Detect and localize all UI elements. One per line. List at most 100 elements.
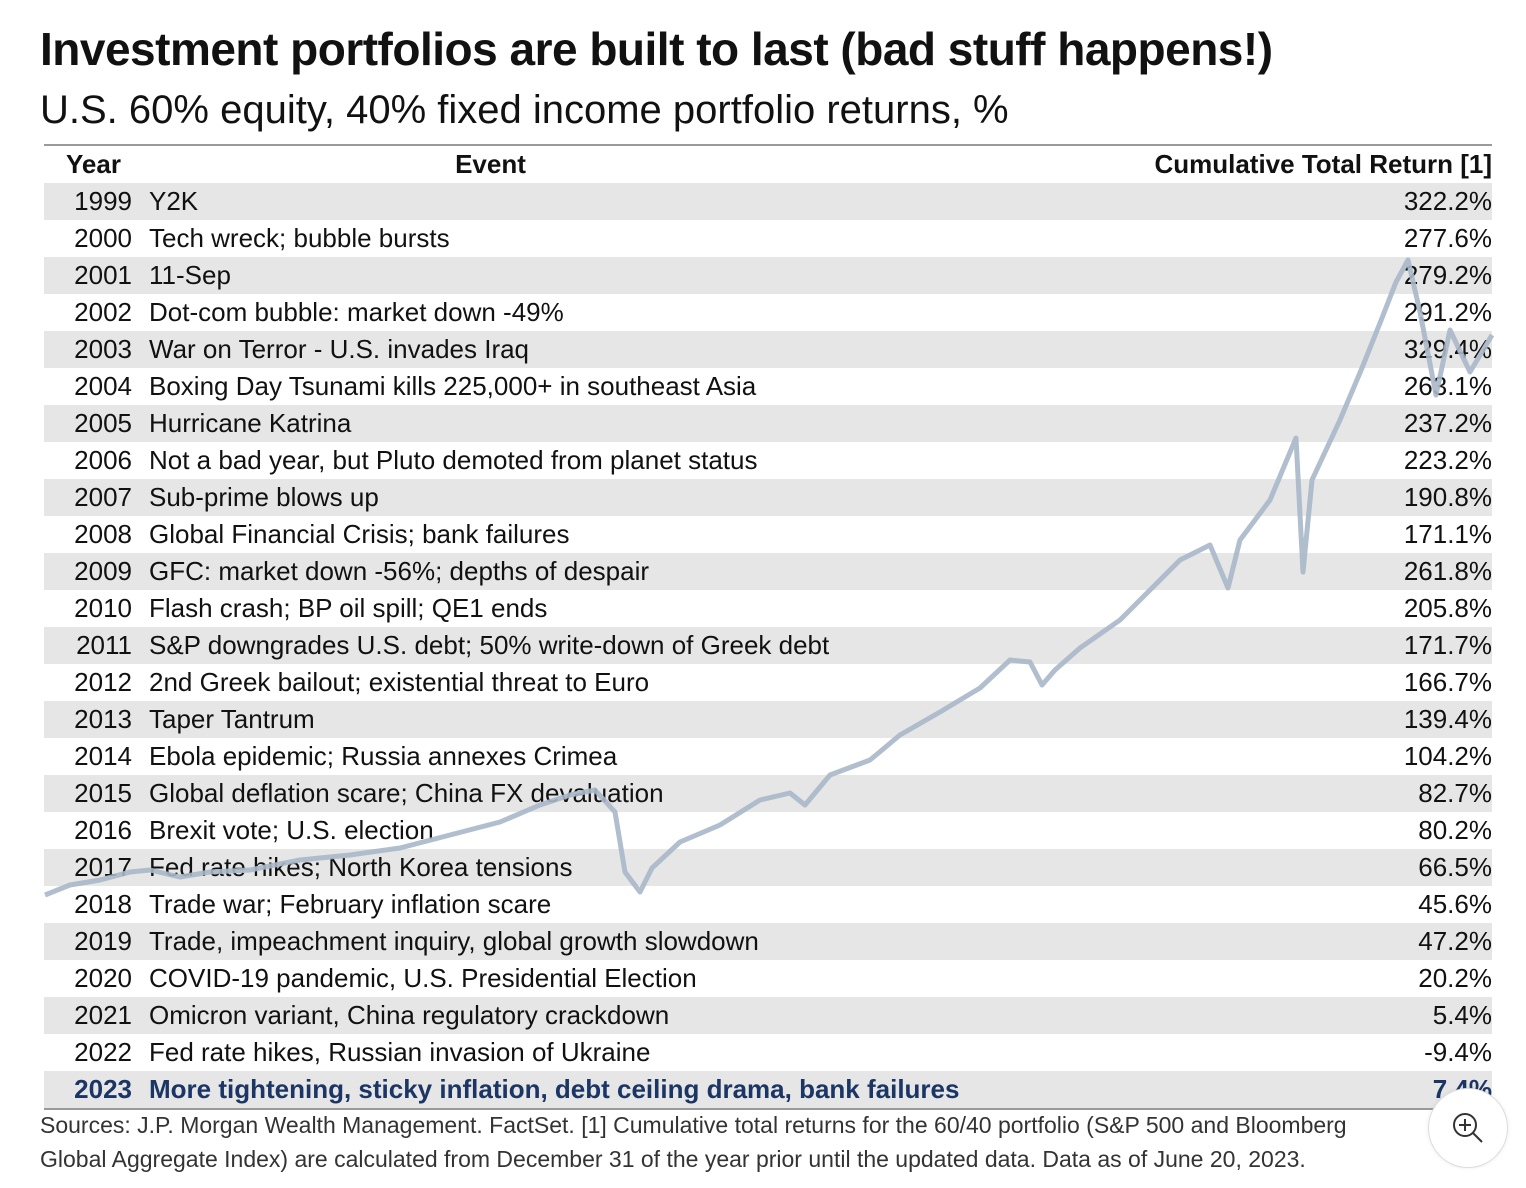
table-row: 2013 Taper Tantrum 139.4% bbox=[44, 701, 1492, 738]
year-cell: 2019 bbox=[74, 926, 132, 956]
year-cell: 2008 bbox=[74, 519, 132, 549]
year-cell: 2004 bbox=[74, 371, 132, 401]
return-cell: 329.4% bbox=[1403, 334, 1492, 364]
return-cell: 5.4% bbox=[1432, 1000, 1492, 1030]
year-cell: 2005 bbox=[74, 408, 132, 438]
return-cell: 291.2% bbox=[1403, 297, 1492, 327]
event-cell: Not a bad year, but Pluto demoted from p… bbox=[149, 445, 758, 475]
table-row: 2022 Fed rate hikes, Russian invasion of … bbox=[44, 1034, 1492, 1071]
table-header: Year Event Cumulative Total Return [1] bbox=[44, 146, 1492, 183]
table-row: 2003 War on Terror - U.S. invades Iraq 329… bbox=[44, 331, 1492, 368]
event-cell: Fed rate hikes, Russian invasion of Ukra… bbox=[149, 1037, 651, 1067]
table-row: 2007 Sub-prime blows up 190.8% bbox=[44, 479, 1492, 516]
table-row: 2008 Global Financial Crisis; bank failur… bbox=[44, 516, 1492, 553]
footnote: Sources: J.P. Morgan Wealth Management. … bbox=[40, 1108, 1430, 1176]
return-cell: 166.7% bbox=[1403, 667, 1492, 697]
event-cell: Hurricane Katrina bbox=[149, 408, 352, 438]
year-cell: 2006 bbox=[74, 445, 132, 475]
event-cell: Dot-com bubble: market down -49% bbox=[149, 297, 564, 327]
zoom-button[interactable] bbox=[1428, 1088, 1508, 1168]
header-return: Cumulative Total Return [1] bbox=[1154, 149, 1492, 179]
chart-title: Investment portfolios are built to last … bbox=[40, 23, 1273, 75]
events-table: Year Event Cumulative Total Return [1] 1… bbox=[44, 144, 1492, 1110]
event-cell: More tightening, sticky inflation, debt … bbox=[149, 1074, 960, 1104]
table-row: 2019 Trade, impeachment inquiry, global g… bbox=[44, 923, 1492, 960]
table-row: 2001 11-Sep 279.2% bbox=[44, 257, 1492, 294]
year-cell: 2020 bbox=[74, 963, 132, 993]
table-row: 2011 S&P downgrades U.S. debt; 50% write-… bbox=[44, 627, 1492, 664]
table-row: 2006 Not a bad year, but Pluto demoted fr… bbox=[44, 442, 1492, 479]
table-row: 2005 Hurricane Katrina 237.2% bbox=[44, 405, 1492, 442]
table-row: 2017 Fed rate hikes; North Korea tensions… bbox=[44, 849, 1492, 886]
year-cell: 2017 bbox=[74, 852, 132, 882]
table-row: 2021 Omicron variant, China regulatory cr… bbox=[44, 997, 1492, 1034]
return-cell: 82.7% bbox=[1418, 778, 1492, 808]
year-cell: 2003 bbox=[74, 334, 132, 364]
table-row: 2012 2nd Greek bailout; existential threa… bbox=[44, 664, 1492, 701]
return-cell: 171.1% bbox=[1403, 519, 1492, 549]
year-cell: 2023 bbox=[74, 1074, 132, 1104]
event-cell: Fed rate hikes; North Korea tensions bbox=[149, 852, 573, 882]
return-cell: 223.2% bbox=[1403, 445, 1492, 475]
event-cell: Global Financial Crisis; bank failures bbox=[149, 519, 570, 549]
year-cell: 2011 bbox=[76, 630, 132, 660]
year-cell: 2012 bbox=[74, 667, 132, 697]
table-row: 2016 Brexit vote; U.S. election 80.2% bbox=[44, 812, 1492, 849]
year-cell: 2021 bbox=[74, 1000, 132, 1030]
return-cell: 104.2% bbox=[1403, 741, 1492, 771]
event-cell: Brexit vote; U.S. election bbox=[149, 815, 434, 845]
return-cell: 237.2% bbox=[1403, 408, 1492, 438]
event-cell: 2nd Greek bailout; existential threat to… bbox=[149, 667, 650, 697]
table-row: 2009 GFC: market down -56%; depths of des… bbox=[44, 553, 1492, 590]
event-cell: War on Terror - U.S. invades Iraq bbox=[149, 334, 530, 364]
event-cell: Trade war; February inflation scare bbox=[149, 889, 552, 919]
table-row: 2023 More tightening, sticky inflation, d… bbox=[44, 1071, 1492, 1110]
year-cell: 2016 bbox=[74, 815, 132, 845]
year-cell: 2007 bbox=[74, 482, 132, 512]
year-cell: 2015 bbox=[74, 778, 132, 808]
return-cell: 80.2% bbox=[1418, 815, 1492, 845]
return-cell: 139.4% bbox=[1403, 704, 1492, 734]
event-cell: Omicron variant, China regulatory crackd… bbox=[149, 1000, 670, 1030]
event-cell: Boxing Day Tsunami kills 225,000+ in sou… bbox=[149, 371, 757, 401]
return-cell: 66.5% bbox=[1418, 852, 1492, 882]
event-cell: Trade, impeachment inquiry, global growt… bbox=[149, 926, 759, 956]
table-row: 2014 Ebola epidemic; Russia annexes Crime… bbox=[44, 738, 1492, 775]
year-cell: 2013 bbox=[74, 704, 132, 734]
event-cell: S&P downgrades U.S. debt; 50% write-down… bbox=[149, 630, 830, 660]
event-cell: Ebola epidemic; Russia annexes Crimea bbox=[149, 741, 618, 771]
event-cell: GFC: market down -56%; depths of despair bbox=[149, 556, 650, 586]
return-cell: 279.2% bbox=[1403, 260, 1492, 290]
event-cell: Global deflation scare; China FX devalua… bbox=[149, 778, 664, 808]
event-cell: Taper Tantrum bbox=[149, 704, 315, 734]
return-cell: 171.7% bbox=[1403, 630, 1492, 660]
return-cell: 205.8% bbox=[1403, 593, 1492, 623]
zoom-in-icon bbox=[1453, 1113, 1483, 1143]
return-cell: 20.2% bbox=[1418, 963, 1492, 993]
year-cell: 2022 bbox=[74, 1037, 132, 1067]
footnote-line-1: Sources: J.P. Morgan Wealth Management. … bbox=[40, 1112, 1347, 1138]
event-cell: Sub-prime blows up bbox=[149, 482, 379, 512]
event-cell: COVID-19 pandemic, U.S. Presidential Ele… bbox=[149, 963, 697, 993]
year-cell: 2010 bbox=[74, 593, 132, 623]
return-cell: 261.8% bbox=[1403, 556, 1492, 586]
footnote-line-2: Global Aggregate Index) are calculated f… bbox=[40, 1146, 1306, 1172]
table-row: 2002 Dot-com bubble: market down -49% 291.… bbox=[44, 294, 1492, 331]
year-cell: 2009 bbox=[74, 556, 132, 586]
return-cell: 277.6% bbox=[1403, 223, 1492, 253]
return-cell: 263.1% bbox=[1403, 371, 1492, 401]
table-row: 2004 Boxing Day Tsunami kills 225,000+ in… bbox=[44, 368, 1492, 405]
year-cell: 2001 bbox=[74, 260, 132, 290]
header-year: Year bbox=[66, 149, 121, 179]
table-row: 1999 Y2K 322.2% bbox=[44, 183, 1492, 220]
chart-subtitle: U.S. 60% equity, 40% fixed income portfo… bbox=[40, 88, 1009, 132]
return-cell: -9.4% bbox=[1424, 1037, 1492, 1067]
year-cell: 2014 bbox=[74, 741, 132, 771]
event-cell: Y2K bbox=[149, 186, 199, 216]
return-cell: 47.2% bbox=[1418, 926, 1492, 956]
event-cell: 11-Sep bbox=[149, 260, 231, 290]
year-cell: 2018 bbox=[74, 889, 132, 919]
year-cell: 1999 bbox=[74, 186, 132, 216]
table-row: 2018 Trade war; February inflation scare 4… bbox=[44, 886, 1492, 923]
event-cell: Flash crash; BP oil spill; QE1 ends bbox=[149, 593, 548, 623]
